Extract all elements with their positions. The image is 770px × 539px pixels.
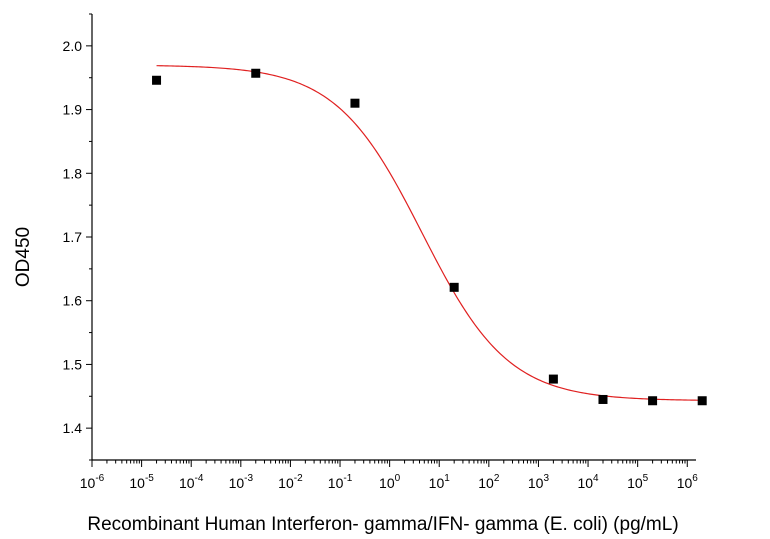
fit-curve <box>156 65 703 401</box>
y-tick-label: 2.0 <box>63 38 83 54</box>
y-tick-label: 1.9 <box>63 102 83 118</box>
x-tick-label: 103 <box>528 473 550 491</box>
data-point <box>251 68 261 78</box>
data-point <box>449 282 459 292</box>
x-tick-label: 10-2 <box>278 473 303 491</box>
x-tick-label: 10-4 <box>179 473 204 491</box>
data-point <box>697 396 707 406</box>
data-point <box>152 75 162 85</box>
x-axis-title: Recombinant Human Interferon- gamma/IFN-… <box>87 514 678 535</box>
y-tick-label: 1.8 <box>63 165 83 181</box>
x-tick-label: 102 <box>478 473 500 491</box>
x-tick-label: 106 <box>677 473 699 491</box>
y-tick-label: 1.7 <box>63 229 83 245</box>
y-tick-label: 1.6 <box>63 293 83 309</box>
x-tick-label: 100 <box>379 473 401 491</box>
x-ticks: 10-6 10-5 10-4 10-3 10-2 10-1 100 101 102 103 104 1… <box>80 460 699 491</box>
y-tick-label: 1.5 <box>63 356 83 372</box>
x-tick-label: 10-1 <box>328 473 353 491</box>
x-tick-label: 10-3 <box>229 473 254 491</box>
x-tick-label: 10-5 <box>129 473 154 491</box>
y-ticks: 1.4 1.5 1.6 1.7 1.8 1.9 2.0 <box>63 13 92 461</box>
data-point <box>350 98 360 108</box>
x-tick-label: 101 <box>429 473 451 491</box>
y-axis-title: OD450 <box>13 227 34 287</box>
data-point <box>598 394 608 404</box>
x-tick-label: 104 <box>577 473 599 491</box>
axes <box>91 14 696 461</box>
data-point <box>648 396 658 406</box>
x-tick-label: 10-6 <box>80 473 105 491</box>
x-tick-label: 105 <box>627 473 649 491</box>
y-tick-label: 1.4 <box>63 420 83 436</box>
data-points <box>152 68 707 406</box>
data-point <box>548 374 558 384</box>
